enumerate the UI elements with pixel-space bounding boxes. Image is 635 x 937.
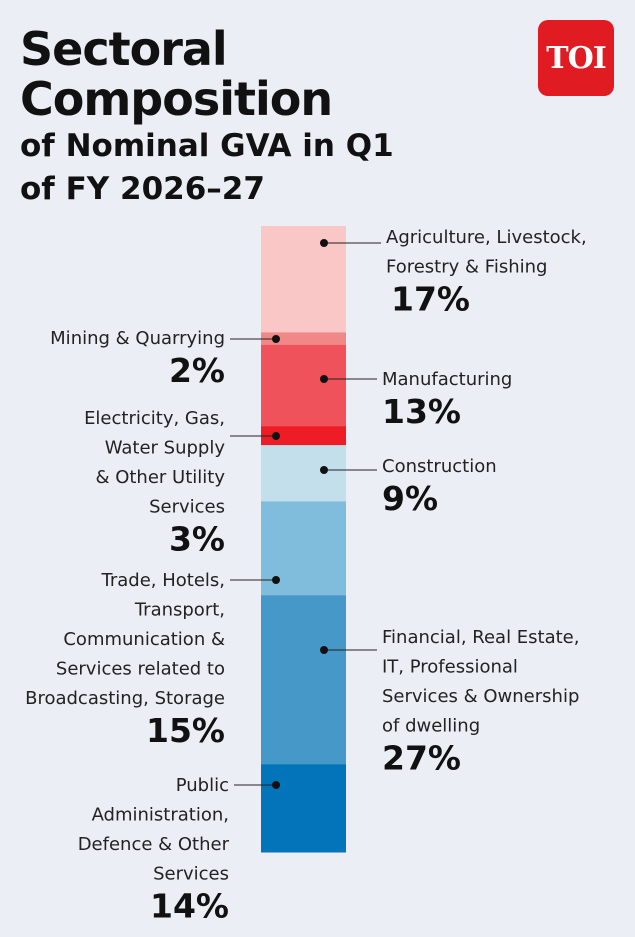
segment-label: of dwelling	[382, 716, 480, 737]
segment-label: Manufacturing	[382, 369, 512, 390]
title-line-3: of Nominal GVA in Q1	[20, 128, 394, 164]
segment-label: IT, Professional	[382, 657, 518, 678]
segment-label: Financial, Real Estate,	[382, 627, 579, 648]
bar-segment	[261, 764, 346, 853]
bar-segment	[261, 595, 346, 765]
leader-dot	[320, 646, 328, 654]
segment-label: Services	[149, 497, 225, 518]
segment-label: Services	[153, 864, 229, 885]
segment-value: 17%	[391, 280, 470, 319]
segment-value: 9%	[382, 479, 438, 518]
segment-label: Defence & Other	[78, 834, 230, 855]
segment-label: Mining & Quarrying	[50, 328, 225, 349]
segment-label: Services & Ownership	[382, 686, 579, 707]
segment-label: Administration,	[92, 805, 229, 826]
bar-segment	[261, 426, 346, 446]
segment-label: Construction	[382, 456, 497, 477]
segment-label: Forestry & Fishing	[386, 257, 547, 278]
segment-label: Agriculture, Livestock,	[386, 227, 587, 248]
leader-dot	[320, 466, 328, 474]
segment-label: Services related to	[56, 659, 225, 680]
chart-title: Sectoral Composition of Nominal GVA in Q…	[20, 24, 394, 210]
title-line-2: Composition	[20, 72, 333, 126]
leader-dot	[272, 335, 280, 343]
leader-dot	[320, 239, 328, 247]
segment-value: 15%	[146, 711, 225, 750]
segment-label: Communication &	[63, 629, 225, 650]
title-line-4: of FY 2026–27	[20, 171, 265, 207]
leader-dot	[272, 576, 280, 584]
segment-label: Transport,	[134, 600, 225, 621]
segment-label: Broadcasting, Storage	[25, 688, 225, 709]
toi-logo: TOI	[538, 20, 614, 96]
segment-label: Water Supply	[105, 438, 226, 459]
leader-dot	[272, 432, 280, 440]
segment-label: Trade, Hotels,	[100, 570, 225, 591]
bar-segment	[261, 226, 346, 333]
segment-label: & Other Utility	[95, 467, 225, 488]
segment-label: Public	[176, 775, 229, 796]
segment-label: Electricity, Gas,	[84, 408, 225, 429]
bar-segment	[261, 332, 346, 346]
leader-dot	[272, 781, 280, 789]
segment-value: 2%	[169, 351, 225, 390]
bar-segment	[261, 344, 346, 427]
title-line-1: Sectoral	[20, 22, 228, 76]
segment-value: 27%	[382, 739, 461, 778]
segment-value: 3%	[169, 520, 225, 559]
segment-value: 13%	[382, 392, 461, 431]
bar-segment	[261, 445, 346, 502]
segment-value: 14%	[150, 887, 229, 926]
leader-dot	[320, 375, 328, 383]
